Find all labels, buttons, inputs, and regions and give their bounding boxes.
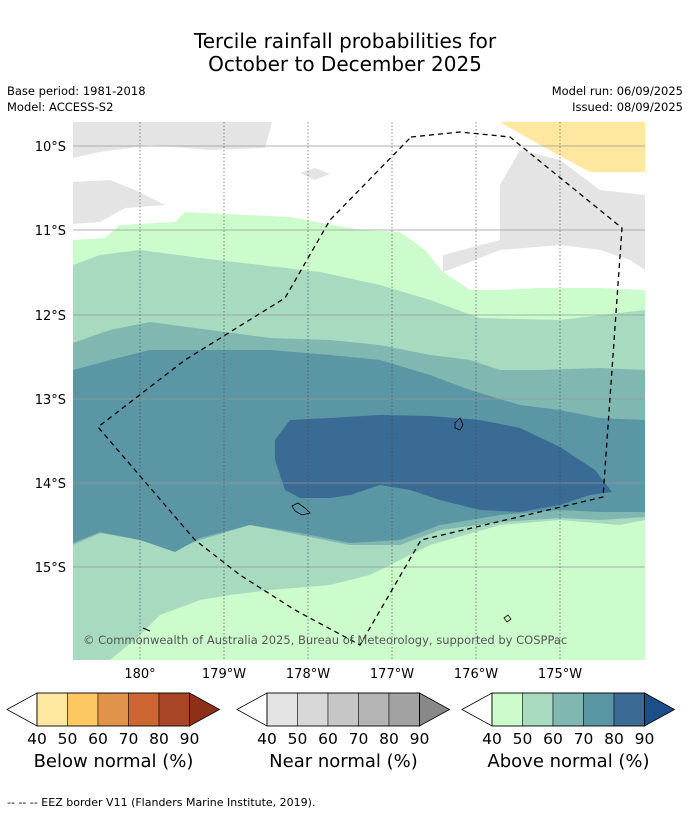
above-tick-label: 90: [635, 730, 655, 748]
near-normal-region-west: [73, 180, 165, 224]
model-run: Model run: 06/09/2025: [551, 84, 683, 98]
above-bar-segment: [522, 692, 554, 727]
copyright-credit: © Commonwealth of Australia 2025, Bureau…: [83, 633, 568, 647]
lon-label-175w: 175°W: [538, 667, 582, 682]
near-bar-segment: [297, 692, 329, 727]
near-bar-segment: [358, 692, 390, 727]
below-bar-segment: [67, 692, 99, 727]
longitude-gridlines: [139, 122, 561, 660]
lat-label-10s: 10°S: [35, 140, 66, 155]
colorbar-above-normal: 40 50 60 70 80 90: [461, 692, 676, 748]
near-tick-label: 60: [318, 730, 338, 748]
map-plot-area: [73, 122, 645, 660]
lon-label-176w: 176°W: [454, 667, 498, 682]
above-tick-label: 50: [513, 730, 533, 748]
below-tick-label: 60: [88, 730, 108, 748]
above-bar-segment: [613, 692, 645, 727]
near-normal-region-east: [443, 150, 645, 272]
island-cluster: [291, 502, 311, 516]
near-tick-label: 90: [410, 730, 430, 748]
above-normal-band-80: [275, 415, 612, 512]
meta-right: Model run: 06/09/2025 Issued: 08/09/2025: [552, 83, 683, 115]
below-bar-segment: [97, 692, 129, 727]
below-bar-left-extension: [6, 692, 38, 727]
near-bar-segment: [327, 692, 359, 727]
near-normal-region-northwest: [73, 122, 272, 158]
above-tick-label: 70: [574, 730, 594, 748]
title-line-1: Tercile rainfall probabilities for: [193, 29, 497, 53]
below-bar-right-extension: [189, 692, 221, 727]
near-normal-title: Near normal (%): [269, 751, 418, 772]
below-tick-label: 80: [149, 730, 169, 748]
below-bar-segment: [158, 692, 190, 727]
below-normal-region: [500, 122, 645, 172]
below-bar-segment: [36, 692, 68, 727]
lon-label-179w: 179°W: [202, 667, 246, 682]
above-tick-label: 40: [482, 730, 502, 748]
base-period: Base period: 1981-2018: [7, 84, 146, 98]
title-line-2: October to December 2025: [208, 52, 482, 76]
island-atoll: [454, 417, 464, 431]
above-bar-segment: [491, 692, 523, 727]
meta-left: Base period: 1981-2018 Model: ACCESS-S2: [7, 83, 146, 115]
longitude-axis: 180° 179°W 178°W 177°W 176°W 175°W: [124, 667, 582, 682]
above-normal-title: Above normal (%): [487, 751, 650, 772]
near-tick-label: 80: [379, 730, 399, 748]
above-bar-frame: [491, 692, 645, 727]
below-tick-label: 40: [27, 730, 47, 748]
below-normal-title: Below normal (%): [33, 751, 194, 772]
colorbar-below-normal: 40 50 60 70 80 90: [6, 692, 221, 748]
lat-label-13s: 13°S: [35, 393, 66, 408]
issued-date: Issued: 08/09/2025: [572, 100, 683, 114]
latitude-gridlines: [73, 145, 645, 568]
near-bar-segment: [388, 692, 420, 727]
above-bar-right-extension: [644, 692, 676, 727]
map-title: Tercile rainfall probabilities for Octob…: [0, 30, 690, 76]
lon-label-177w: 177°W: [370, 667, 414, 682]
near-bar-segment: [266, 692, 298, 727]
eez-border: [97, 131, 623, 646]
island-small: [503, 614, 512, 623]
below-tick-label: 50: [58, 730, 78, 748]
lat-label-15s: 15°S: [35, 561, 66, 576]
above-tick-label: 60: [543, 730, 563, 748]
latitude-axis: 10°S 11°S 12°S 13°S 14°S 15°S: [35, 140, 66, 576]
lat-label-12s: 12°S: [35, 309, 66, 324]
colorbar-near-normal: 40 50 60 70 80 90: [236, 692, 451, 748]
near-tick-label: 70: [349, 730, 369, 748]
above-bar-left-extension: [461, 692, 493, 727]
above-tick-label: 80: [604, 730, 624, 748]
model-name: Model: ACCESS-S2: [7, 100, 114, 114]
near-bar-left-extension: [236, 692, 268, 727]
below-tick-label: 90: [180, 730, 200, 748]
eez-footnote: -- -- -- EEZ border V11 (Flanders Marine…: [7, 796, 316, 809]
near-bar-right-extension: [419, 692, 451, 727]
above-bar-segment: [552, 692, 584, 727]
lon-label-180: 180°: [124, 667, 155, 682]
near-normal-region-small: [300, 168, 330, 180]
near-tick-label: 50: [288, 730, 308, 748]
island-west: [142, 627, 151, 632]
below-tick-label: 70: [119, 730, 139, 748]
lat-label-14s: 14°S: [35, 477, 66, 492]
lat-label-11s: 11°S: [35, 224, 66, 239]
below-bar-frame: [36, 692, 190, 727]
near-bar-frame: [266, 692, 420, 727]
lon-label-178w: 178°W: [286, 667, 330, 682]
below-bar-segment: [128, 692, 160, 727]
near-tick-label: 40: [257, 730, 277, 748]
above-bar-segment: [583, 692, 615, 727]
